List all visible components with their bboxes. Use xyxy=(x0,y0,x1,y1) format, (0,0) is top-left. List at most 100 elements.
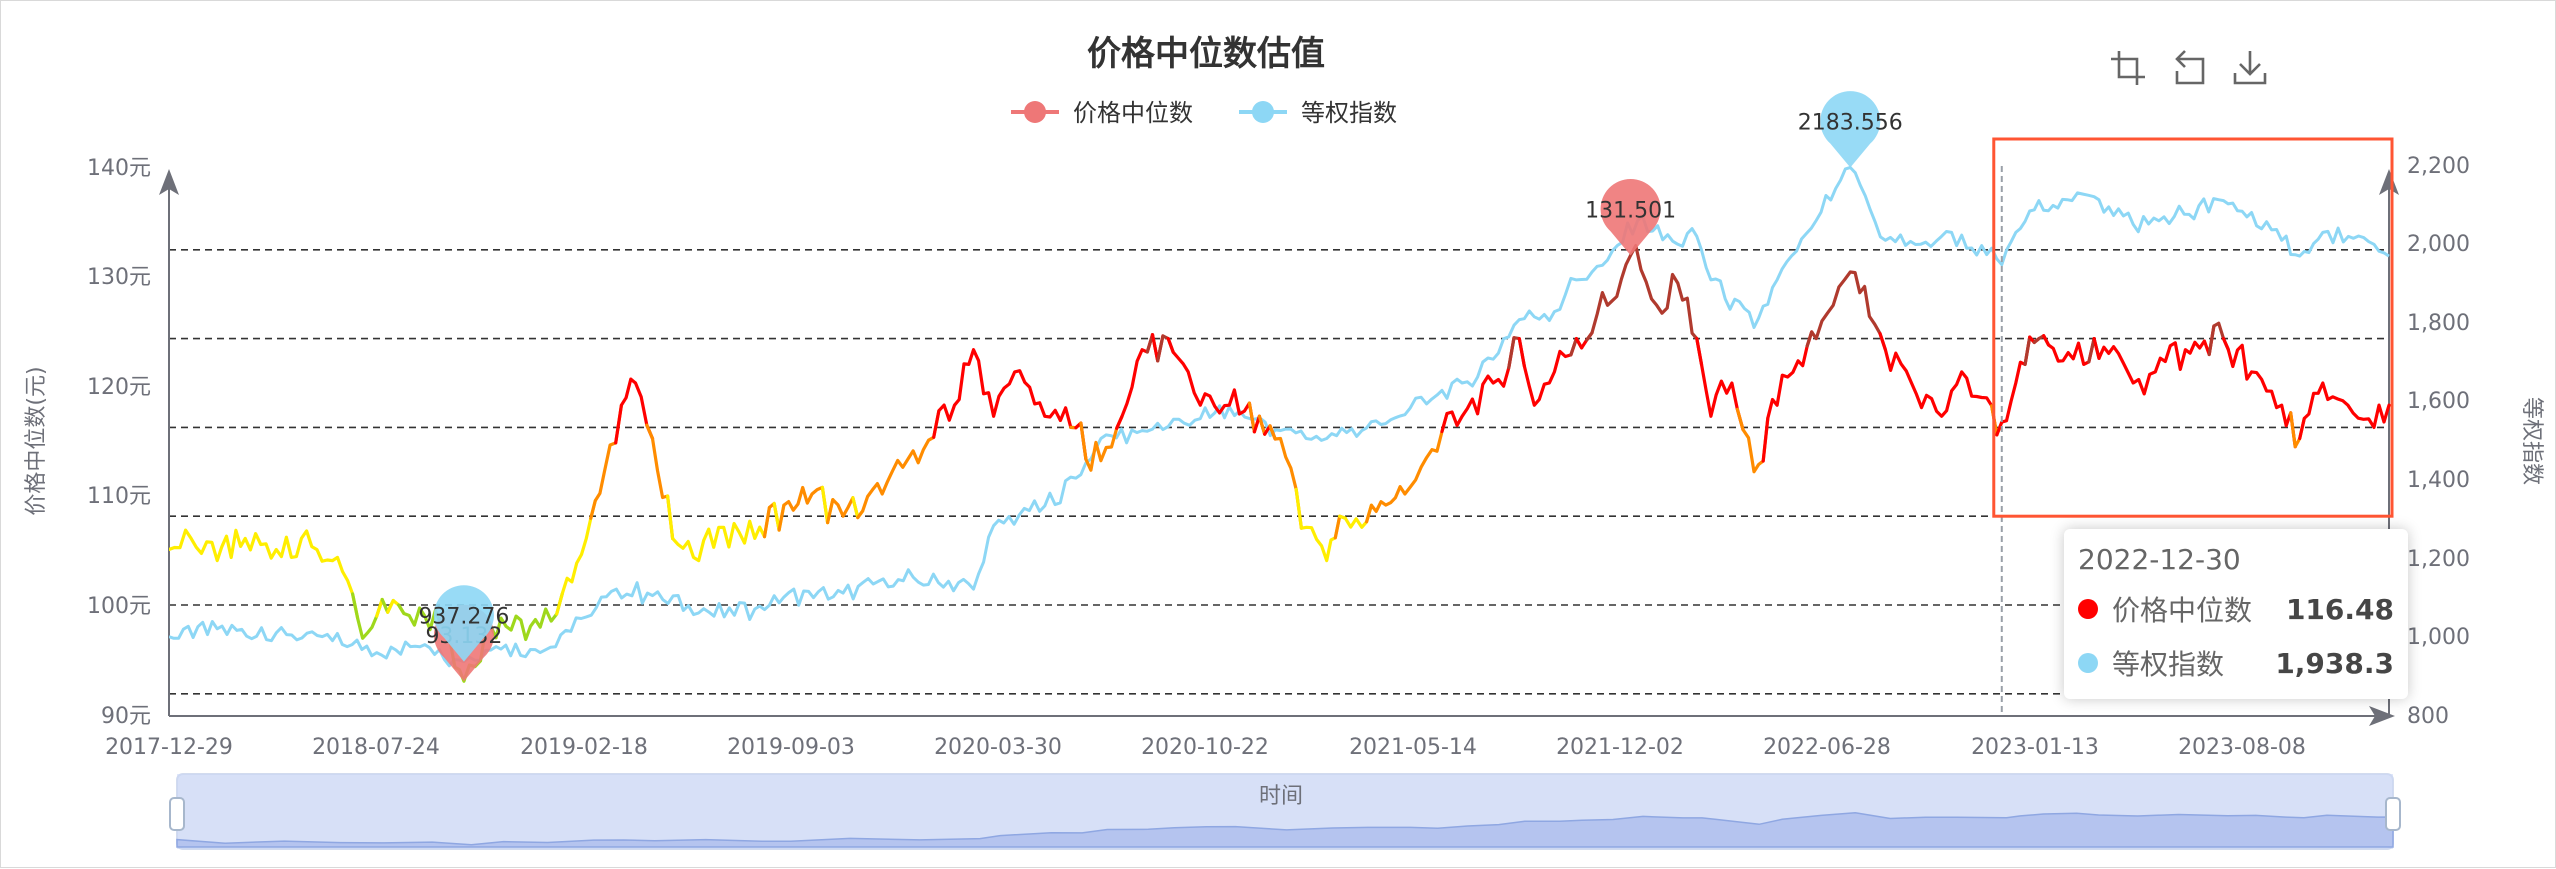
tooltip-row-equal-weight: 等权指数 1,938.3 xyxy=(2078,643,2394,683)
series-line-segment-price-median xyxy=(1761,330,1814,463)
series-line-segment-price-median xyxy=(2042,334,2096,366)
mark-point-max: 131.501 xyxy=(1585,178,1676,256)
x-tick-label: 2023-08-08 xyxy=(2178,735,2306,760)
series-line-segment-price-median xyxy=(1805,270,1887,352)
y-right-axis-label: 等权指数 xyxy=(2519,397,2544,485)
x-tick-label: 2022-06-28 xyxy=(1763,735,1891,760)
series-equal-weight xyxy=(169,166,2390,668)
mark-point-pin xyxy=(1820,91,1881,168)
y-left-tick-label: 140元 xyxy=(87,156,151,181)
legend-item-equal-weight[interactable]: 等权指数 xyxy=(1239,99,1397,127)
legend-marker-price-median xyxy=(1024,101,1046,123)
legend-label-price-median: 价格中位数 xyxy=(1073,99,1193,127)
y-left-tick-labels: 90元 100元 110元 120元 130元 140元 xyxy=(87,156,151,729)
mark-point-pin xyxy=(433,585,494,662)
x-tick-label: 2019-09-03 xyxy=(727,735,855,760)
y-right-tick-labels: 800 1,000 1,200 1,400 1,600 1,800 2,000 … xyxy=(2407,154,2470,729)
legend-label-equal-weight: 等权指数 xyxy=(1301,99,1397,127)
series-line-segment-price-median xyxy=(2092,324,2216,396)
x-tick-label: 2023-01-13 xyxy=(1971,735,2099,760)
data-zoom-slider[interactable]: 时间 xyxy=(169,773,2401,850)
y-right-tick-label: 2,200 xyxy=(2407,154,2470,179)
y-left-axis-label: 价格中位数(元) xyxy=(24,366,49,515)
series-line-segment-price-median xyxy=(1333,514,1347,540)
legend: 价格中位数 等权指数 xyxy=(1011,99,1397,127)
y-right-tick-label: 800 xyxy=(2407,704,2449,729)
y-right-tick-label: 1,200 xyxy=(2407,547,2470,572)
x-axis-arrow xyxy=(2369,706,2395,726)
series-line-segment-price-median xyxy=(1878,332,1999,437)
series-line-segment-price-median xyxy=(1365,411,1449,524)
series-line-segment-price-median xyxy=(1517,337,1578,407)
y-right-tick-label: 1,000 xyxy=(2407,625,2470,650)
x-tick-label: 2018-07-24 xyxy=(312,735,440,760)
tooltip-marker-price-median xyxy=(2078,599,2098,619)
y-right-tick-label: 1,400 xyxy=(2407,468,2470,493)
chart-title: 价格中位数估值 xyxy=(1087,34,1325,74)
highlight-region xyxy=(1992,137,2394,518)
series-line-segment-price-median xyxy=(589,403,623,520)
series-line-segment-price-median xyxy=(2221,337,2297,449)
data-zoom-handle-left[interactable] xyxy=(169,797,185,831)
x-tick-label: 2020-10-22 xyxy=(1141,735,1269,760)
data-zoom-handle-right[interactable] xyxy=(2385,797,2401,831)
tooltip-row-price-median: 价格中位数 116.48 xyxy=(2078,589,2394,629)
mark-point-label: 131.501 xyxy=(1585,198,1676,223)
series-line-segment-price-median xyxy=(1440,336,1516,434)
y-left-axis-arrow xyxy=(159,169,179,195)
tooltip-label: 等权指数 xyxy=(2112,648,2225,681)
mark-point-pin xyxy=(1600,178,1661,256)
series-line-segment-price-median xyxy=(555,499,597,616)
legend-item-price-median[interactable]: 价格中位数 xyxy=(1011,99,1193,127)
y-left-tick-label: 90元 xyxy=(101,704,151,729)
y-right-axis-arrow xyxy=(2379,169,2399,195)
data-zoom-preview xyxy=(176,812,2394,848)
y-right-tick-label: 1,600 xyxy=(2407,389,2470,414)
tooltip: 2022-12-30 价格中位数 116.48 等权指数 1,938.3 xyxy=(2064,529,2408,699)
series-line-segment-price-median xyxy=(614,377,655,445)
series-line-segment-price-median xyxy=(1294,487,1342,563)
series-line-segment-price-median xyxy=(1695,337,1745,432)
mark-point-min: 937.276 xyxy=(418,585,509,662)
download-icon[interactable] xyxy=(2229,47,2271,89)
series-line-segment-price-median xyxy=(1268,424,1303,530)
x-tick-label: 2020-03-30 xyxy=(934,735,1062,760)
y-left-tick-label: 110元 xyxy=(87,484,151,509)
y-right-tick-label: 2,000 xyxy=(2407,232,2470,257)
tooltip-value: 1,938.3 xyxy=(2275,646,2394,680)
x-tick-label: 2019-02-18 xyxy=(520,735,648,760)
y-left-tick-label: 120元 xyxy=(87,375,151,400)
series-line-segment-price-median xyxy=(1079,414,1124,472)
legend-marker-equal-weight xyxy=(1252,101,1274,123)
series-line-segment-price-median xyxy=(169,528,360,620)
tooltip-value: 116.48 xyxy=(2285,592,2394,626)
series-line-equal-weight xyxy=(169,166,2390,668)
zoom-select-icon[interactable] xyxy=(2107,47,2149,89)
y-right-tick-label: 1,800 xyxy=(2407,311,2470,336)
series-line-segment-price-median xyxy=(1166,337,1256,434)
series-line-segment-price-median xyxy=(645,423,675,540)
series-line-segment-price-median xyxy=(856,409,941,520)
series-line-segment-price-median xyxy=(777,485,830,532)
x-tick-labels: 2017-12-29 2018-07-24 2019-02-18 2019-09… xyxy=(105,735,2306,760)
mark-point-label: 2183.556 xyxy=(1798,111,1903,136)
mark-point-label: 937.276 xyxy=(418,605,509,630)
y-left-tick-label: 100元 xyxy=(87,594,151,619)
tooltip-label: 价格中位数 xyxy=(2112,594,2253,627)
zoom-reset-icon[interactable] xyxy=(2169,47,2211,89)
series-line-segment-price-median xyxy=(666,494,771,563)
x-axis-label: 时间 xyxy=(1259,784,1303,809)
series-line-segment-price-median xyxy=(1585,244,1704,366)
mark-point-max: 2183.556 xyxy=(1798,91,1903,168)
y-left-tick-label: 130元 xyxy=(87,265,151,290)
toolbox xyxy=(2107,47,2271,89)
tooltip-marker-equal-weight xyxy=(2078,653,2098,673)
x-tick-label: 2017-12-29 xyxy=(105,735,233,760)
x-tick-label: 2021-05-14 xyxy=(1349,735,1477,760)
tooltip-date: 2022-12-30 xyxy=(2078,543,2241,576)
series-line-segment-price-median xyxy=(932,348,1078,439)
x-tick-label: 2021-12-02 xyxy=(1556,735,1684,760)
